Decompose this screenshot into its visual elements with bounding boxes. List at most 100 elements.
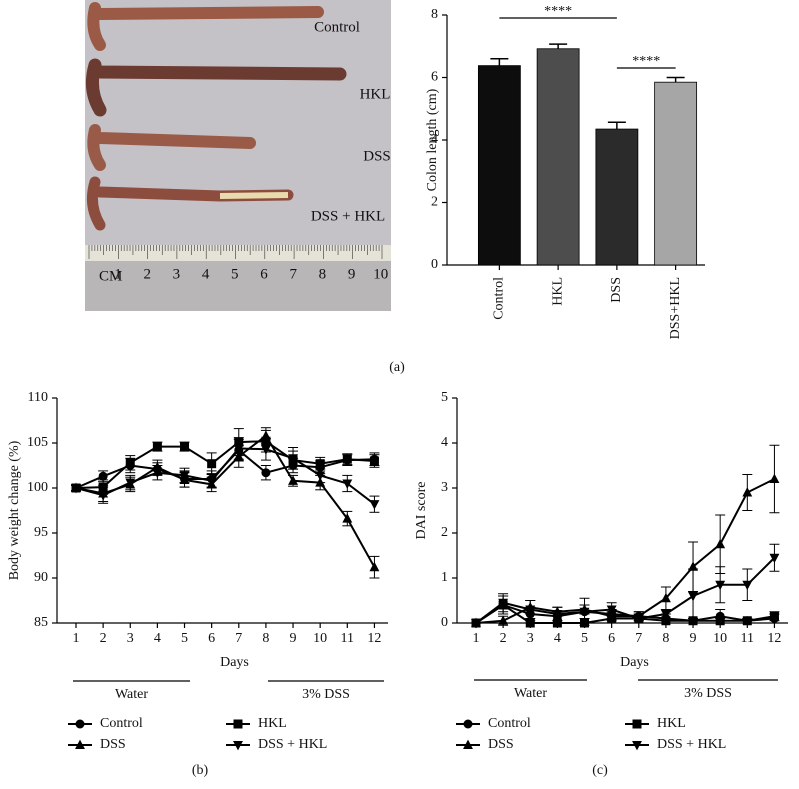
marker bbox=[342, 479, 353, 489]
marker bbox=[579, 607, 590, 618]
x-tick-label: 11 bbox=[341, 631, 354, 646]
x-tick-label: 8 bbox=[262, 631, 269, 646]
marker bbox=[261, 468, 271, 478]
legend-marker bbox=[463, 739, 473, 750]
marker bbox=[233, 444, 244, 454]
ruler-number: 5 bbox=[231, 266, 239, 282]
x-tick-label: 7 bbox=[635, 631, 642, 646]
legend-marker bbox=[463, 719, 473, 729]
marker bbox=[315, 471, 326, 481]
ruler bbox=[85, 245, 391, 261]
legend-marker bbox=[233, 719, 243, 729]
y-axis-label: Body weight change (%) bbox=[7, 440, 22, 580]
x-axis-label: Days bbox=[220, 655, 249, 670]
photo-paper bbox=[85, 0, 391, 245]
marker bbox=[525, 605, 536, 615]
legend-marker bbox=[632, 740, 642, 751]
significance-label: **** bbox=[544, 4, 572, 19]
y-axis-label: DAI score bbox=[414, 482, 429, 540]
marker bbox=[742, 580, 753, 591]
y-tick-label: 2 bbox=[441, 525, 448, 540]
bar bbox=[536, 48, 580, 266]
marker bbox=[660, 609, 671, 620]
series-line bbox=[75, 440, 375, 489]
legend-label: HKL bbox=[657, 716, 686, 731]
marker bbox=[688, 561, 698, 571]
group-label: Water bbox=[514, 686, 547, 701]
significance-label: **** bbox=[632, 54, 660, 69]
y-tick-label: 105 bbox=[27, 435, 48, 450]
marker bbox=[260, 445, 271, 455]
x-tick-label: 4 bbox=[554, 631, 561, 646]
series-line bbox=[75, 434, 376, 568]
legend-label: DSS bbox=[100, 737, 126, 752]
marker bbox=[152, 442, 162, 452]
ruler-ticks: 1 2 3 4 5 6 7 8 9 10 bbox=[88, 245, 388, 282]
bar bbox=[654, 81, 698, 266]
marker bbox=[606, 605, 617, 615]
legend-label: DSS + HKL bbox=[258, 737, 327, 752]
ruler-number: 3 bbox=[173, 266, 181, 282]
marker bbox=[715, 538, 726, 549]
x-tick-label: 9 bbox=[290, 631, 297, 646]
y-tick-label: 6 bbox=[431, 70, 438, 85]
bar bbox=[477, 65, 521, 266]
marker bbox=[769, 473, 780, 484]
colon-end bbox=[219, 192, 289, 199]
ruler-number: 2 bbox=[143, 266, 151, 282]
x-tick-label: 11 bbox=[741, 631, 754, 646]
x-tick-label: 8 bbox=[662, 631, 669, 646]
marker bbox=[660, 592, 671, 603]
group-label: 3% DSS bbox=[302, 687, 350, 702]
x-tick-label: 6 bbox=[208, 631, 215, 646]
y-tick-label: 3 bbox=[441, 480, 448, 495]
marker bbox=[207, 459, 217, 469]
panel-label: (c) bbox=[592, 763, 608, 778]
marker bbox=[769, 611, 779, 621]
x-tick-label: 5 bbox=[181, 631, 188, 646]
y-axis-label: Colon length (cm) bbox=[425, 88, 440, 191]
marker bbox=[206, 476, 217, 487]
y-tick-label: 1 bbox=[441, 570, 448, 585]
y-tick-label: 8 bbox=[431, 7, 438, 22]
y-tick-label: 4 bbox=[431, 132, 438, 147]
marker bbox=[688, 591, 698, 602]
legend-marker bbox=[233, 740, 243, 751]
photo-label: Control bbox=[314, 19, 360, 35]
marker bbox=[369, 561, 380, 572]
marker bbox=[125, 478, 136, 488]
legend-marker bbox=[75, 719, 85, 729]
x-tick-label: 1 bbox=[472, 631, 479, 646]
marker bbox=[369, 456, 379, 466]
marker bbox=[633, 614, 644, 624]
series-line bbox=[475, 603, 775, 624]
marker bbox=[742, 487, 753, 497]
marker bbox=[715, 616, 725, 626]
legend-label: Control bbox=[100, 716, 143, 731]
ruler-unit: CM bbox=[99, 268, 122, 284]
x-tick-label: DSS bbox=[609, 277, 624, 303]
x-tick-label: 10 bbox=[713, 631, 727, 646]
ruler-number: 4 bbox=[202, 266, 210, 282]
y-tick-label: 95 bbox=[34, 525, 48, 540]
marker bbox=[769, 553, 780, 564]
y-tick-label: 5 bbox=[441, 390, 448, 405]
panel-label: (b) bbox=[192, 763, 209, 778]
marker bbox=[552, 609, 563, 620]
legend-marker bbox=[75, 739, 85, 750]
x-tick-label: 6 bbox=[608, 631, 615, 646]
x-tick-label: 5 bbox=[581, 631, 588, 646]
marker bbox=[742, 616, 752, 626]
marker bbox=[471, 618, 481, 629]
y-tick-label: 0 bbox=[431, 257, 438, 272]
x-tick-label: 3 bbox=[127, 631, 134, 646]
x-tick-label: Control bbox=[492, 277, 507, 320]
marker bbox=[525, 618, 535, 628]
legend-marker bbox=[632, 719, 642, 729]
x-tick-label: HKL bbox=[550, 277, 565, 306]
marker bbox=[71, 483, 81, 494]
legend-label: DSS bbox=[488, 737, 514, 752]
y-tick-label: 90 bbox=[34, 570, 48, 585]
